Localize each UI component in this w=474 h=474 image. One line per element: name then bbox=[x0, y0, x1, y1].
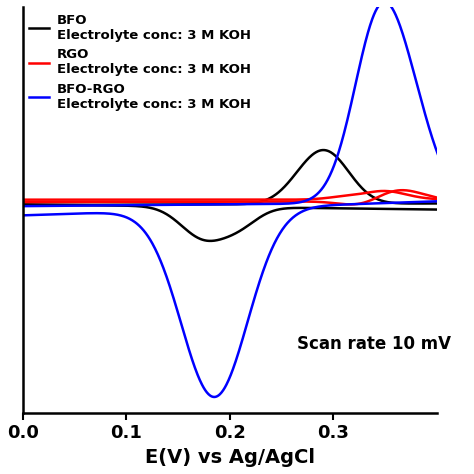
Text: Scan rate 10 mV: Scan rate 10 mV bbox=[297, 336, 451, 354]
Legend: BFO
Electrolyte conc: 3 M KOH, RGO
Electrolyte conc: 3 M KOH, BFO-RGO
Electrolyt: BFO Electrolyte conc: 3 M KOH, RGO Elect… bbox=[27, 11, 254, 113]
X-axis label: E(V) vs Ag/AgCl: E(V) vs Ag/AgCl bbox=[145, 448, 315, 467]
